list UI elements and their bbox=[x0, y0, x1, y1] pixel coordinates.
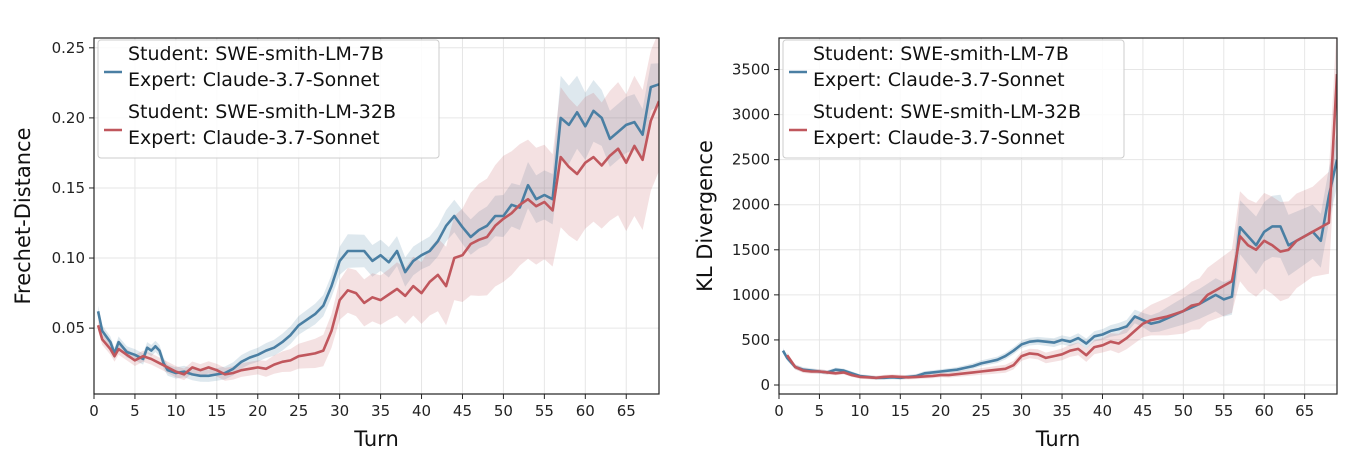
legend-entry-text: Student: SWE-smith-LM-7B bbox=[128, 43, 384, 65]
x-tick-label: 30 bbox=[1012, 402, 1031, 420]
x-tick-label: 50 bbox=[494, 402, 513, 420]
y-tick-label: 0.15 bbox=[52, 179, 85, 197]
legend-entry-text: Student: SWE-smith-LM-32B bbox=[813, 101, 1081, 123]
x-tick-label: 65 bbox=[1295, 402, 1314, 420]
series-0-band bbox=[98, 63, 659, 382]
series-1-line bbox=[96, 100, 659, 376]
series-1-band bbox=[98, 38, 659, 381]
x-tick-label: 0 bbox=[774, 402, 784, 420]
legend-entry-text: Student: SWE-smith-LM-32B bbox=[128, 101, 396, 123]
y-tick-label: 2000 bbox=[732, 196, 770, 214]
y-tick-label: 1500 bbox=[732, 241, 770, 259]
x-axis-title: Turn bbox=[353, 427, 399, 451]
y-tick-label: 2500 bbox=[732, 151, 770, 169]
series-1-line bbox=[786, 74, 1337, 380]
x-axis-title: Turn bbox=[1035, 427, 1081, 451]
x-tick-label: 5 bbox=[130, 402, 140, 420]
legend-entry-text: Student: SWE-smith-LM-7B bbox=[813, 43, 1069, 65]
x-tick-label: 25 bbox=[289, 402, 308, 420]
y-axis-title: KL Divergence bbox=[693, 140, 717, 292]
y-tick-label: 0.05 bbox=[52, 319, 85, 337]
x-tick-label: 45 bbox=[1133, 402, 1152, 420]
x-tick-label: 55 bbox=[535, 402, 554, 420]
x-tick-label: 40 bbox=[1093, 402, 1112, 420]
legend-box bbox=[782, 39, 1125, 159]
plot-area bbox=[781, 38, 1337, 380]
y-tick-label: 3500 bbox=[732, 61, 770, 79]
x-tick-label: 10 bbox=[850, 402, 869, 420]
legend-entry-text: Expert: Claude-3.7-Sonnet bbox=[813, 69, 1065, 91]
axes-frame bbox=[778, 37, 1338, 395]
x-tick-label: 35 bbox=[371, 402, 390, 420]
y-tick-label: 0.20 bbox=[52, 109, 85, 127]
x-tick-label: 30 bbox=[330, 402, 349, 420]
frechet-distance-chart: 0 5 10 15 20 25 30 35 40 45 50 55 60 65 0.05 0.10 0.15 0.… bbox=[11, 37, 660, 451]
x-tick-label: 25 bbox=[972, 402, 991, 420]
legend: Student: SWE-smith-LM-7B Expert: Claude-3… bbox=[97, 39, 440, 159]
x-tick-label: 10 bbox=[166, 402, 185, 420]
x-tick-label: 20 bbox=[248, 402, 267, 420]
y-tick-label: 0 bbox=[760, 376, 770, 394]
series-1-band bbox=[787, 38, 1337, 380]
x-tick-label: 5 bbox=[815, 402, 825, 420]
y-tick-label: 500 bbox=[741, 331, 770, 349]
legend-entry-text: Expert: Claude-3.7-Sonnet bbox=[813, 127, 1065, 149]
legend: Student: SWE-smith-LM-7B Expert: Claude-3… bbox=[782, 39, 1125, 159]
y-tick-label: 0.25 bbox=[52, 39, 85, 57]
legend-entry-text: Expert: Claude-3.7-Sonnet bbox=[128, 69, 380, 91]
x-tick-label: 0 bbox=[89, 402, 99, 420]
series-0-band bbox=[783, 132, 1337, 380]
x-tick-label: 60 bbox=[1255, 402, 1274, 420]
y-tick-label: 0.10 bbox=[52, 249, 85, 267]
y-tick-label: 1000 bbox=[732, 286, 770, 304]
x-tick-label: 15 bbox=[891, 402, 910, 420]
y-tick-label: 3000 bbox=[732, 106, 770, 124]
x-tick-label: 15 bbox=[207, 402, 226, 420]
x-tick-label: 60 bbox=[576, 402, 595, 420]
x-tick-label: 20 bbox=[931, 402, 950, 420]
x-tick-label: 45 bbox=[453, 402, 472, 420]
y-axis-title: Frechet-Distance bbox=[11, 127, 35, 304]
legend-box bbox=[97, 39, 440, 159]
axes-frame bbox=[93, 37, 660, 395]
x-tick-label: 40 bbox=[412, 402, 431, 420]
x-tick-label: 35 bbox=[1052, 402, 1071, 420]
x-tick-label: 55 bbox=[1214, 402, 1233, 420]
kl-divergence-chart: 0 5 10 15 20 25 30 35 40 45 50 55 60 65 0 500 1000 1500 20… bbox=[693, 37, 1338, 451]
x-tick-label: 65 bbox=[617, 402, 636, 420]
plot-area bbox=[96, 38, 659, 382]
x-tick-label: 50 bbox=[1174, 402, 1193, 420]
legend-entry-text: Expert: Claude-3.7-Sonnet bbox=[128, 127, 380, 149]
